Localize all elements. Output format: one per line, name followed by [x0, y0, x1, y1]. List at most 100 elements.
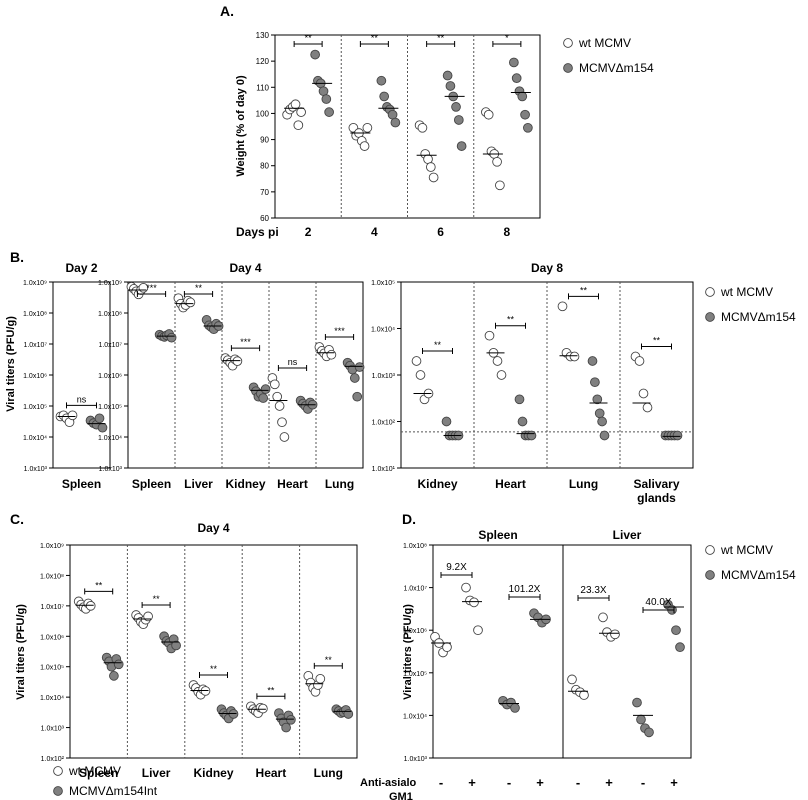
- fold-change-label: 40.0X: [645, 597, 671, 608]
- data-point: [109, 671, 119, 681]
- legend-label: MCMVΔm154: [721, 310, 796, 324]
- x-tick-label: 6: [437, 225, 444, 239]
- significance-label: **: [267, 685, 275, 695]
- data-point: [260, 384, 271, 394]
- data-point: [359, 141, 370, 151]
- y-tick-label: 120: [256, 57, 270, 66]
- data-point: [484, 330, 495, 341]
- data-point: [274, 401, 285, 411]
- data-point: [451, 102, 461, 112]
- treatment-label: -: [439, 775, 443, 790]
- x-tick-label: Lung: [569, 477, 598, 491]
- significance-label: **: [580, 285, 588, 295]
- data-point: [526, 430, 537, 441]
- treatment-label: -: [641, 775, 645, 790]
- data-point: [428, 172, 439, 183]
- x-tick-label: Lung: [325, 477, 354, 491]
- data-point: [326, 349, 337, 360]
- data-point: [272, 391, 283, 402]
- data-point: [417, 122, 428, 133]
- y-tick-label: 1.0x10⁴: [23, 435, 47, 442]
- legend-label: wt MCMV: [720, 285, 773, 299]
- x-tick-label: Kidney: [225, 477, 265, 491]
- significance-label: **: [507, 315, 515, 325]
- x-tick-label: Heart: [277, 477, 308, 491]
- data-point: [520, 109, 530, 120]
- x-tick-label: Liver: [184, 477, 213, 491]
- y-tick-label: 1.0x10⁷: [40, 604, 64, 611]
- data-point: [85, 601, 96, 611]
- data-point: [321, 94, 332, 104]
- legend-marker: [705, 312, 715, 322]
- legend-label: wt MCMV: [720, 543, 773, 557]
- data-point: [415, 370, 426, 380]
- legend-marker: [53, 786, 63, 796]
- data-point: [590, 377, 600, 388]
- y-tick-label: 1.0x10⁷: [403, 586, 427, 593]
- y-tick-label: 1.0x10⁵: [98, 404, 122, 411]
- data-point: [315, 673, 326, 684]
- data-point: [492, 356, 503, 366]
- data-point: [425, 162, 436, 172]
- legend-marker: [705, 570, 715, 580]
- y-tick-label: 1.0x10⁶: [23, 373, 47, 380]
- x-tick-label: Salivary: [633, 477, 679, 491]
- y-tick-label: 1.0x10⁶: [403, 628, 427, 635]
- data-point: [269, 379, 280, 390]
- data-point: [324, 107, 334, 117]
- subpanel-frame: [127, 281, 364, 469]
- y-tick-label: 1.0x10⁹: [40, 543, 64, 550]
- x-tick-label: glands: [637, 491, 676, 505]
- y-tick-label: 1.0x10³: [41, 726, 65, 733]
- legend-marker: [563, 38, 573, 48]
- plot-frame: [69, 544, 358, 759]
- treatment-axis-label: GM1: [389, 791, 413, 800]
- data-point: [599, 430, 610, 441]
- panel-label-a: A.: [220, 3, 234, 19]
- y-tick-label: 1.0x10⁶: [40, 634, 64, 641]
- panel-label-d: D.: [402, 511, 416, 527]
- y-tick-label: 1.0x10⁸: [403, 543, 427, 550]
- legend-label: wt MCMV: [68, 764, 121, 778]
- y-tick-label: 1.0x10⁵: [371, 280, 395, 287]
- data-point: [453, 115, 464, 125]
- data-point: [636, 714, 646, 725]
- data-point: [495, 180, 505, 191]
- significance-label: **: [195, 283, 203, 293]
- significance-label: **: [325, 655, 333, 665]
- data-point: [286, 714, 296, 725]
- y-tick-label: 1.0x10⁸: [23, 311, 47, 318]
- data-point: [523, 122, 533, 133]
- data-point: [567, 674, 577, 685]
- data-point: [638, 388, 649, 399]
- x-tick-label: 4: [371, 225, 378, 239]
- data-point: [113, 659, 124, 670]
- data-point: [362, 122, 373, 133]
- data-point: [672, 430, 683, 441]
- data-point: [258, 393, 269, 403]
- data-point: [579, 690, 589, 700]
- data-point: [296, 107, 306, 117]
- y-tick-label: 1.0x10³: [404, 756, 428, 763]
- fold-change-label: 23.3X: [580, 585, 606, 596]
- data-point: [390, 117, 401, 128]
- data-point: [557, 301, 568, 312]
- data-point: [469, 597, 479, 608]
- data-point: [67, 410, 78, 421]
- data-point: [517, 91, 528, 102]
- significance-label: ***: [146, 283, 157, 293]
- x-tick-label: Heart: [256, 766, 287, 780]
- data-point: [473, 625, 483, 636]
- treatment-label: +: [468, 775, 476, 790]
- x-tick-label: Spleen: [132, 477, 171, 491]
- data-point: [379, 91, 390, 102]
- data-point: [442, 70, 453, 81]
- data-point: [354, 362, 365, 372]
- y-tick-label: 1.0x10⁸: [40, 573, 64, 580]
- subpanel-title: Day 2: [65, 261, 97, 275]
- significance-label: **: [434, 340, 442, 350]
- y-tick-label: 1.0x10³: [99, 466, 123, 473]
- data-point: [492, 156, 502, 167]
- y-tick-label: 1.0x10⁹: [98, 280, 122, 287]
